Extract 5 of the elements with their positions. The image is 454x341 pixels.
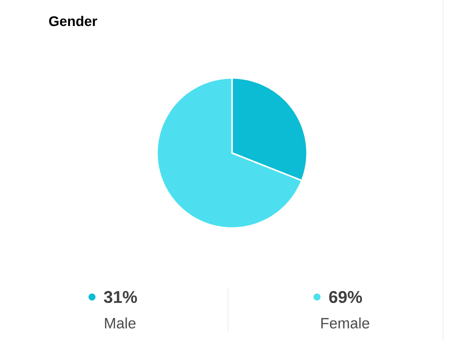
data-label: 31%	[104, 290, 137, 304]
chart-title: Gender	[49, 16, 98, 26]
data-label: 69%	[329, 291, 362, 303]
legend-label: Male	[105, 318, 136, 328]
legend-label: Female	[321, 318, 370, 328]
